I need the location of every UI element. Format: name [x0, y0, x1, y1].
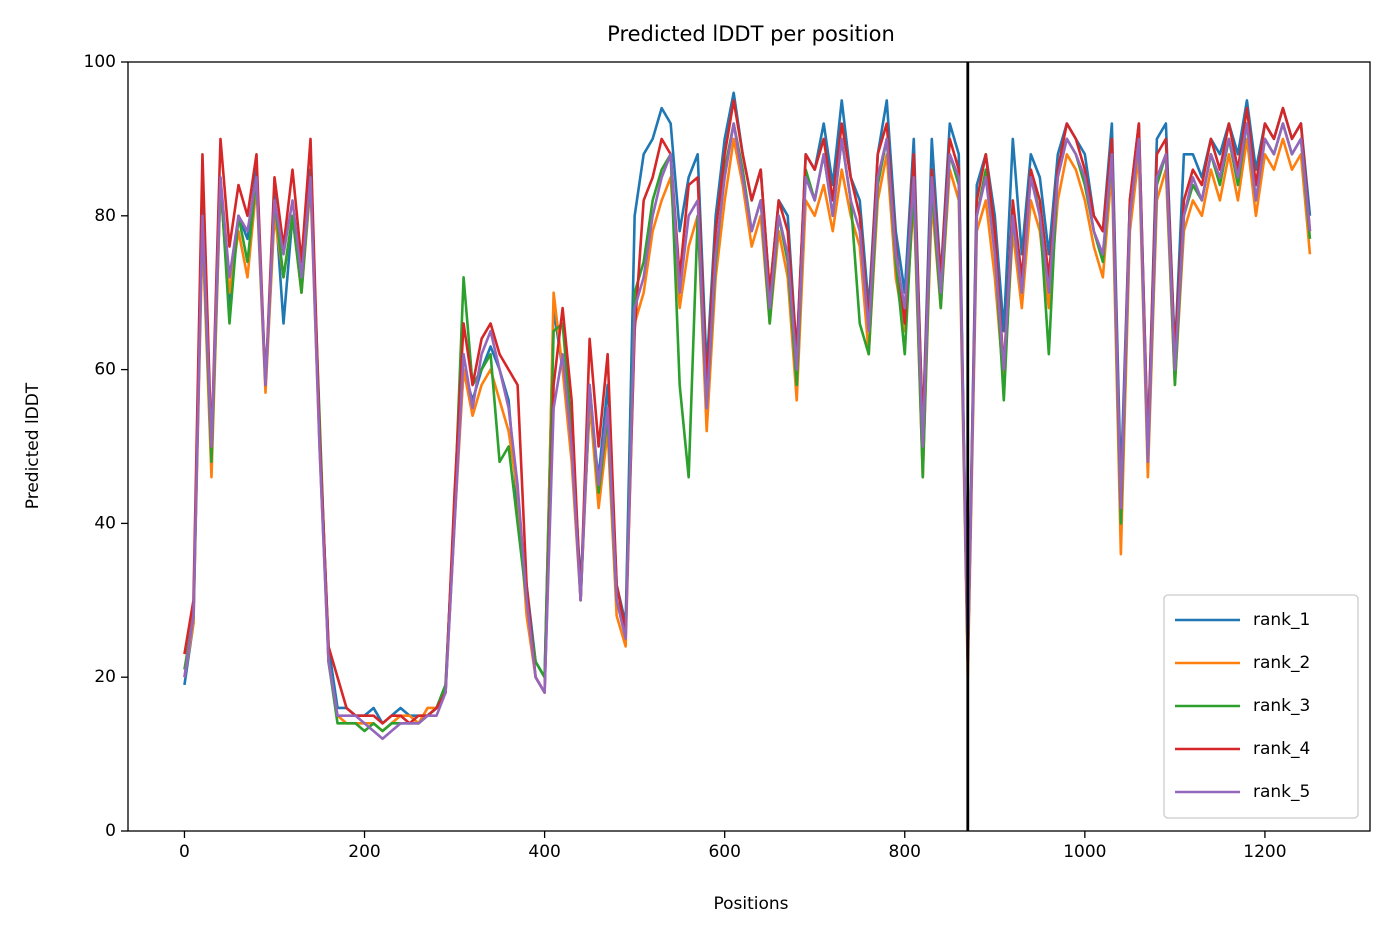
- x-tick-label: 1200: [1243, 842, 1286, 862]
- legend-label: rank_5: [1253, 782, 1310, 802]
- x-tick-label: 800: [889, 842, 921, 862]
- y-tick-label: 0: [105, 821, 116, 841]
- legend-label: rank_1: [1253, 610, 1310, 630]
- x-axis-label: Positions: [713, 894, 788, 914]
- x-tick-label: 400: [528, 842, 560, 862]
- legend-box: [1163, 594, 1359, 819]
- y-tick-label: 60: [94, 360, 116, 380]
- y-tick-label: 100: [84, 52, 116, 72]
- y-tick-label: 20: [94, 667, 116, 687]
- chart-title: Predicted lDDT per position: [607, 22, 895, 46]
- legend-label: rank_3: [1253, 696, 1310, 716]
- y-tick-label: 80: [94, 206, 116, 226]
- legend-label: rank_2: [1253, 653, 1310, 673]
- x-tick-label: 1000: [1063, 842, 1106, 862]
- x-tick-label: 200: [348, 842, 380, 862]
- y-axis-label: Predicted lDDT: [23, 382, 43, 509]
- x-tick-label: 0: [179, 842, 190, 862]
- plot-frame: [127, 61, 1371, 832]
- y-tick-label: 40: [94, 513, 116, 533]
- x-tick-label: 600: [708, 842, 740, 862]
- legend-label: rank_4: [1253, 739, 1310, 759]
- series-line: [183, 122, 1312, 741]
